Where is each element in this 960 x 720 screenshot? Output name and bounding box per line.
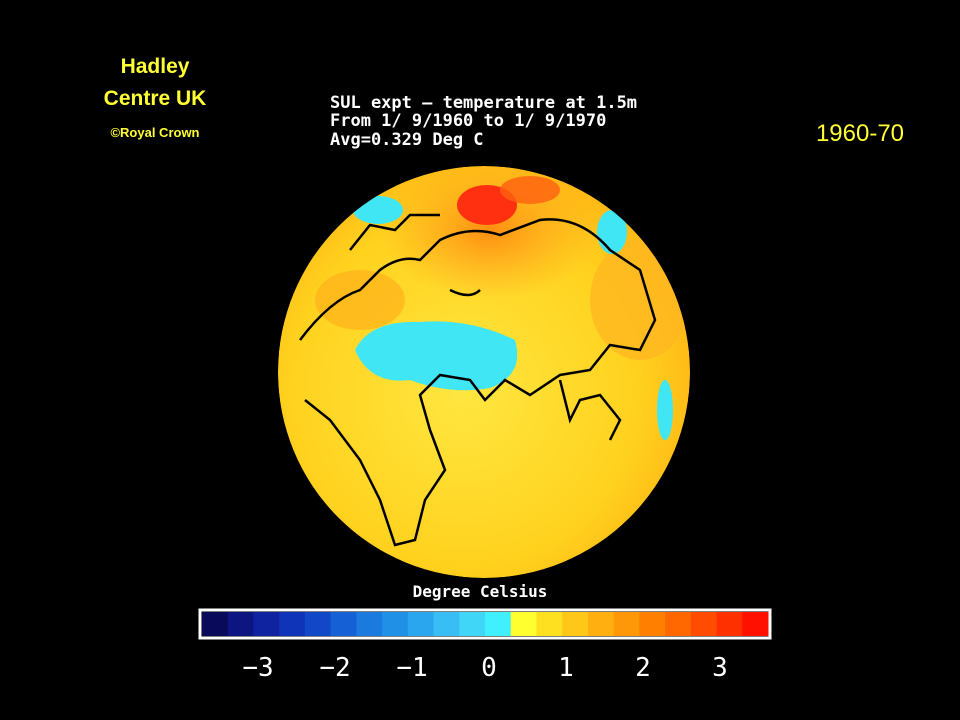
plot-title: Avg=0.329 Deg C <box>330 130 484 150</box>
colorbar-segment <box>459 612 486 636</box>
colorbar-segment <box>202 612 229 636</box>
colorbar-segment <box>690 612 718 636</box>
colorbar-tick-label: 2 <box>635 653 651 683</box>
colorbar-segment <box>356 612 383 636</box>
colorbar-segment <box>382 612 409 636</box>
colorbar-segment <box>562 612 589 636</box>
colorbar-segment <box>665 612 692 636</box>
colorbar-segment <box>742 612 769 636</box>
org-line: Centre UK <box>104 87 207 110</box>
colorbar-segment <box>407 612 435 636</box>
colorbar-ticks: −3 −2 −1 0 1 2 3 <box>242 653 727 683</box>
colorbar-segment <box>253 612 280 636</box>
period: 1960-70 <box>816 120 904 147</box>
colorbar-segment <box>639 612 666 636</box>
colorbar-segment <box>485 612 512 636</box>
plot-title: From 1/ 9/1960 to 1/ 9/1970 <box>330 111 606 131</box>
colorbar-tick-label: −2 <box>319 653 350 683</box>
org-line: Hadley <box>121 55 190 78</box>
globe <box>278 166 690 578</box>
colorbar-segment <box>510 612 537 636</box>
colorbar-tick-label: −1 <box>396 653 427 683</box>
colorbar-label: Degree Celsius <box>413 582 548 601</box>
colorbar-segment <box>536 612 563 636</box>
colorbar-tick-label: 3 <box>712 653 728 683</box>
colorbar-frame <box>198 608 772 640</box>
colorbar-tick-label: −3 <box>242 653 273 683</box>
colorbar-segment <box>433 612 460 636</box>
colorbar-segment <box>587 612 615 636</box>
colorbar-segment <box>716 612 743 636</box>
colorbar <box>202 612 769 636</box>
colorbar-segment <box>613 612 640 636</box>
colorbar-segment <box>330 612 357 636</box>
colorbar-tick-label: 0 <box>481 653 497 683</box>
colorbar-segment <box>227 612 254 636</box>
colorbar-segment <box>304 612 332 636</box>
credit: ©Royal Crown <box>110 125 199 140</box>
colorbar-tick-label: 1 <box>558 653 574 683</box>
plot-title: SUL expt — temperature at 1.5m <box>330 93 637 113</box>
colorbar-segment <box>279 612 306 636</box>
